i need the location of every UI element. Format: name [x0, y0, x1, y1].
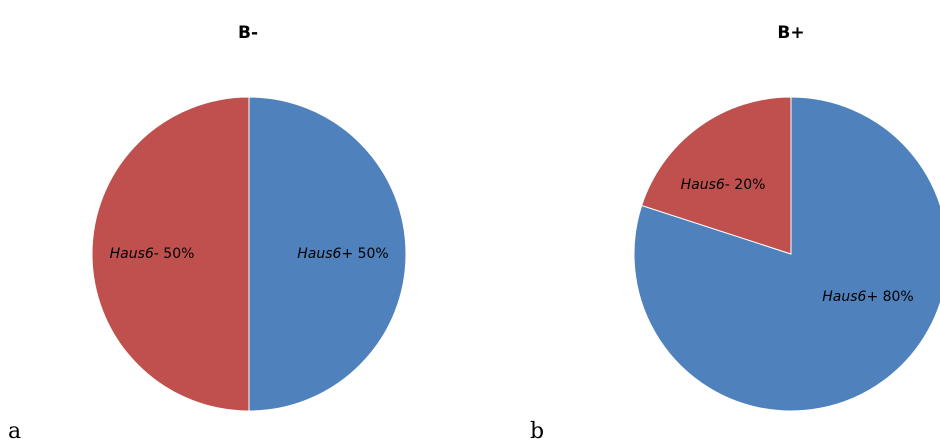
- pie-slice-haus6-plus: [633, 96, 940, 412]
- pie-chart-b-minus: B- Haus6+ 50% Haus6- 50% a: [8, 23, 407, 443]
- pie-labels: Haus6+ 50% Haus6- 50%: [110, 246, 389, 262]
- pie-slice-haus6-minus: [641, 96, 792, 255]
- chart-title: B-: [238, 23, 258, 43]
- slice-label-haus6-plus: Haus6+ 50%: [297, 246, 389, 262]
- panel-label-a: a: [8, 419, 21, 443]
- chart-title: B+: [777, 23, 804, 43]
- pie-slices: [633, 96, 940, 412]
- slice-label-haus6-plus: Haus6+ 80%: [822, 289, 914, 305]
- slice-label-haus6-minus: Haus6- 50%: [110, 246, 195, 262]
- pie-slices: [91, 96, 407, 412]
- slice-label-haus6-minus: Haus6- 20%: [681, 177, 766, 193]
- pie-chart-b-plus: B+ Haus6+ 80% Haus6- 20% b: [530, 23, 940, 443]
- panel-label-b: b: [530, 419, 544, 443]
- pie-labels: Haus6+ 80% Haus6- 20%: [681, 177, 914, 305]
- pie-slice-haus6-minus: [91, 96, 250, 412]
- pie-slice-haus6-plus: [248, 96, 407, 412]
